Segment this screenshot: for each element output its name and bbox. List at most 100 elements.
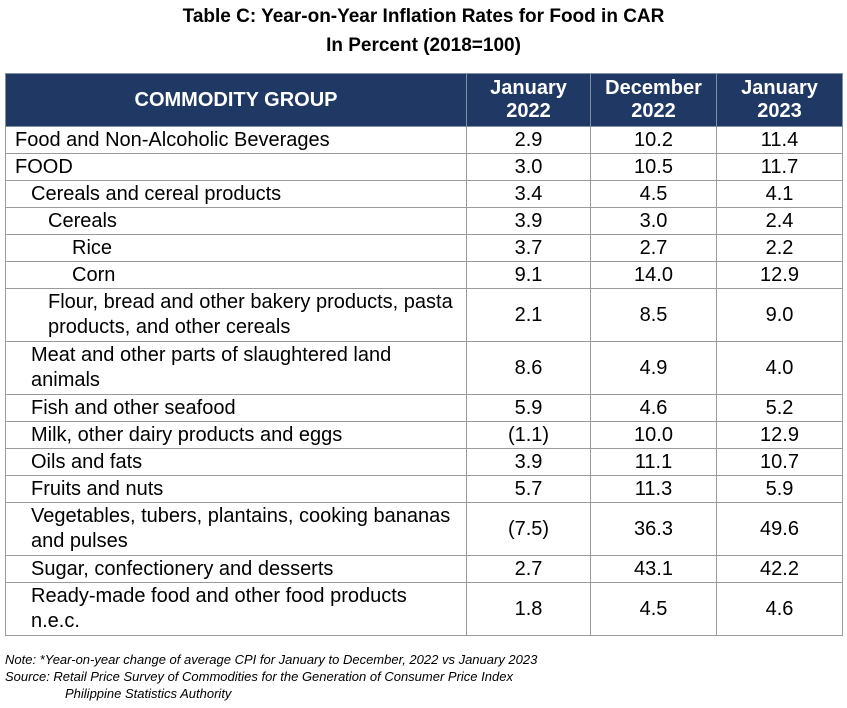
table-row: Fish and other seafood 5.9 4.6 5.2	[5, 394, 843, 422]
commodity-cell: Cereals and cereal products	[5, 180, 467, 208]
table-row: Corn 9.1 14.0 12.9	[5, 261, 843, 289]
value-cell: 4.6	[590, 394, 717, 422]
value-cell: 5.9	[716, 475, 843, 503]
value-cell: 11.3	[590, 475, 717, 503]
table-footnotes: Note: *Year-on-year change of average CP…	[5, 651, 537, 702]
value-cell: 11.7	[716, 153, 843, 181]
value-cell: 9.1	[466, 261, 591, 289]
value-cell: 11.1	[590, 448, 717, 476]
commodity-cell: FOOD	[5, 153, 467, 181]
commodity-cell: Flour, bread and other bakery products, …	[5, 288, 467, 342]
commodity-cell: Milk, other dairy products and eggs	[5, 421, 467, 449]
table-row: Milk, other dairy products and eggs (1.1…	[5, 421, 843, 449]
value-cell: 3.0	[466, 153, 591, 181]
commodity-name: Food and Non-Alcoholic Beverages	[15, 128, 330, 151]
commodity-cell: Fish and other seafood	[5, 394, 467, 422]
value-cell: 8.5	[590, 288, 717, 342]
commodity-name: Meat and other parts of slaughtered land…	[31, 344, 392, 391]
value-cell: 2.2	[716, 234, 843, 262]
value-cell: 2.7	[466, 555, 591, 583]
value-cell: 1.8	[466, 582, 591, 636]
value-cell: 4.9	[590, 341, 717, 395]
table-subtitle: In Percent (2018=100)	[326, 35, 521, 56]
value-cell: 9.0	[716, 288, 843, 342]
value-cell: 4.5	[590, 582, 717, 636]
commodity-name: Fruits and nuts	[31, 477, 164, 500]
table-row: Rice 3.7 2.7 2.2	[5, 234, 843, 262]
commodity-name: Cereals and cereal products	[31, 182, 282, 205]
source-line: Source: Retail Price Survey of Commoditi…	[5, 669, 513, 684]
value-cell: (7.5)	[466, 502, 591, 556]
value-cell: 14.0	[590, 261, 717, 289]
table-row: Food and Non-Alcoholic Beverages 2.9 10.…	[5, 126, 843, 154]
value-cell: 3.4	[466, 180, 591, 208]
header-commodity-group: COMMODITY GROUP	[5, 73, 467, 127]
header-january-2022: January 2022	[466, 73, 591, 127]
value-cell: 10.7	[716, 448, 843, 476]
value-cell: 12.9	[716, 421, 843, 449]
value-cell: 10.0	[590, 421, 717, 449]
commodity-cell: Rice	[5, 234, 467, 262]
value-cell: 4.6	[716, 582, 843, 636]
value-cell: 4.5	[590, 180, 717, 208]
header-january-2023: January 2023	[716, 73, 843, 127]
commodity-name: Milk, other dairy products and eggs	[31, 423, 343, 446]
table-row: Meat and other parts of slaughtered land…	[5, 341, 843, 395]
value-cell: 36.3	[590, 502, 717, 556]
header-december-2022: December 2022	[590, 73, 717, 127]
commodity-name: Rice	[72, 236, 113, 259]
value-cell: 5.2	[716, 394, 843, 422]
value-cell: 2.4	[716, 207, 843, 235]
commodity-name: Oils and fats	[31, 450, 143, 473]
table-row: Vegetables, tubers, plantains, cooking b…	[5, 502, 843, 556]
commodity-name: Corn	[72, 263, 116, 286]
value-cell: 3.9	[466, 207, 591, 235]
commodity-cell: Sugar, confectionery and desserts	[5, 555, 467, 583]
commodity-name: FOOD	[15, 155, 73, 178]
value-cell: 5.9	[466, 394, 591, 422]
table-row: Cereals and cereal products 3.4 4.5 4.1	[5, 180, 843, 208]
commodity-name: Flour, bread and other bakery products, …	[48, 291, 453, 338]
commodity-cell: Meat and other parts of slaughtered land…	[5, 341, 467, 395]
commodity-cell: Food and Non-Alcoholic Beverages	[5, 126, 467, 154]
value-cell: 4.0	[716, 341, 843, 395]
value-cell: (1.1)	[466, 421, 591, 449]
commodity-name: Sugar, confectionery and desserts	[31, 557, 334, 580]
table-row: Oils and fats 3.9 11.1 10.7	[5, 448, 843, 476]
value-cell: 10.2	[590, 126, 717, 154]
commodity-cell: Oils and fats	[5, 448, 467, 476]
table-row: Ready-made food and other food products …	[5, 582, 843, 636]
table-title: Table C: Year-on-Year Inflation Rates fo…	[182, 6, 665, 27]
value-cell: 3.7	[466, 234, 591, 262]
value-cell: 5.7	[466, 475, 591, 503]
commodity-cell: Vegetables, tubers, plantains, cooking b…	[5, 502, 467, 556]
table-row: Sugar, confectionery and desserts 2.7 43…	[5, 555, 843, 583]
commodity-name: Fish and other seafood	[31, 396, 236, 419]
table-row: Flour, bread and other bakery products, …	[5, 288, 843, 342]
value-cell: 12.9	[716, 261, 843, 289]
value-cell: 8.6	[466, 341, 591, 395]
commodity-cell: Fruits and nuts	[5, 475, 467, 503]
table-row: Cereals 3.9 3.0 2.4	[5, 207, 843, 235]
commodity-name: Ready-made food and other food products …	[31, 585, 407, 632]
commodity-cell: Corn	[5, 261, 467, 289]
note-line: Note: *Year-on-year change of average CP…	[5, 652, 538, 667]
value-cell: 2.1	[466, 288, 591, 342]
commodity-cell: Ready-made food and other food products …	[5, 582, 467, 636]
header-row: COMMODITY GROUP January 2022 December 20…	[5, 73, 843, 127]
value-cell: 4.1	[716, 180, 843, 208]
value-cell: 2.7	[590, 234, 717, 262]
table-row: FOOD 3.0 10.5 11.7	[5, 153, 843, 181]
value-cell: 3.0	[590, 207, 717, 235]
source-organization: Philippine Statistics Authority	[65, 686, 232, 701]
commodity-cell: Cereals	[5, 207, 467, 235]
value-cell: 2.9	[466, 126, 591, 154]
table-row: Fruits and nuts 5.7 11.3 5.9	[5, 475, 843, 503]
value-cell: 11.4	[716, 126, 843, 154]
inflation-table: COMMODITY GROUP January 2022 December 20…	[5, 73, 843, 636]
commodity-name: Cereals	[48, 209, 117, 232]
value-cell: 43.1	[590, 555, 717, 583]
value-cell: 49.6	[716, 502, 843, 556]
value-cell: 42.2	[716, 555, 843, 583]
commodity-name: Vegetables, tubers, plantains, cooking b…	[31, 505, 451, 552]
